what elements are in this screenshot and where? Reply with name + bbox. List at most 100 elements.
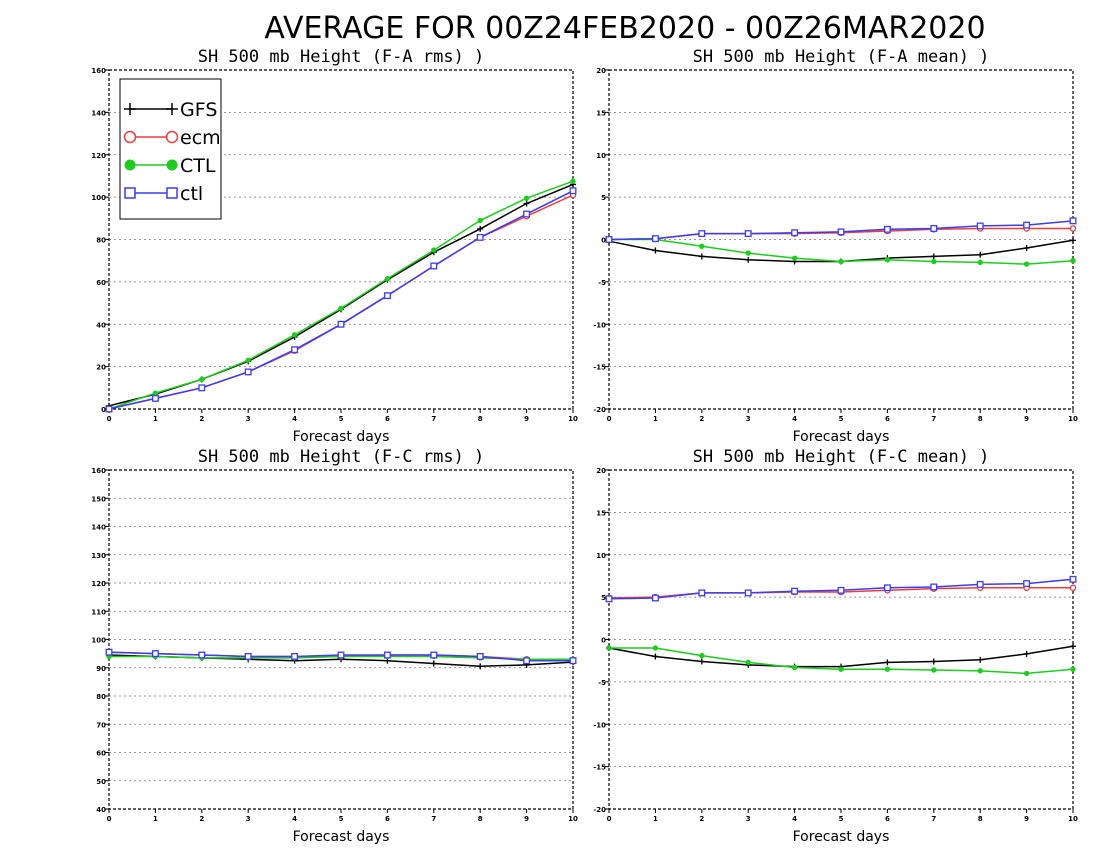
y-tick-label: 130 [91, 552, 106, 560]
y-tick-label: 70 [96, 721, 106, 729]
data-point [698, 253, 705, 260]
panel-title: SH 500 mb Height (F-C mean) ) [693, 447, 990, 467]
y-tick-label: -15 [593, 364, 606, 372]
x-tick-label: 8 [478, 415, 483, 423]
x-tick-label: 7 [931, 815, 936, 823]
panel-title: SH 500 mb Height (F-A rms) ) [198, 47, 485, 67]
x-tick-label: 6 [385, 815, 390, 823]
x-tick-label: 9 [1024, 815, 1029, 823]
legend-marker [166, 103, 178, 115]
data-point [605, 595, 613, 603]
series-line [108, 194, 574, 410]
x-tick-label: 0 [107, 815, 112, 823]
x-tick-label: 2 [199, 415, 204, 423]
y-tick-label: 40 [96, 806, 106, 814]
x-axis-label: Forecast days [293, 829, 390, 845]
x-tick-label: 4 [292, 815, 297, 823]
x-tick-label: 4 [792, 415, 797, 423]
panel-title: SH 500 mb Height (F-C rms) ) [198, 447, 485, 467]
y-tick-label: 0 [601, 237, 606, 245]
legend: GFS ecm CTL ctl [119, 78, 222, 220]
data-point [837, 586, 845, 594]
data-point [606, 645, 612, 651]
data-point [651, 235, 659, 243]
y-tick-label: 0 [601, 637, 606, 645]
x-tick-label: 9 [524, 815, 529, 823]
x-tick-label: 10 [1068, 815, 1078, 823]
data-point [745, 256, 752, 263]
legend-marker [165, 130, 179, 144]
data-point [570, 178, 576, 184]
data-point [477, 663, 484, 670]
x-tick-label: 1 [653, 815, 658, 823]
legend-marker [124, 187, 136, 199]
data-point [931, 258, 937, 265]
y-tick-label: -5 [598, 679, 606, 687]
panel-title: SH 500 mb Height (F-A mean) ) [693, 47, 990, 67]
data-point [1070, 666, 1076, 672]
x-tick-label: 8 [478, 815, 483, 823]
data-point [245, 357, 251, 363]
data-point [1069, 225, 1077, 232]
chart-panel: 40 50 60 70 80 90 100 110 120 130 140 150 160 0 1 2 3 4 5 6… [91, 447, 578, 845]
y-tick-label: 80 [96, 693, 106, 701]
x-tick-label: 0 [607, 815, 612, 823]
x-tick-label: 7 [431, 815, 436, 823]
data-point [883, 225, 891, 233]
chart-panel: -20 -15 -10 -5 0 5 10 15 20 0 1 2 3 4 5 6 7 8 9 10 SH 500 mb… [593, 447, 1078, 845]
data-point [791, 229, 799, 237]
data-point [477, 225, 484, 232]
series-ctl-3 [605, 217, 1077, 243]
data-point [430, 651, 438, 659]
data-point [977, 656, 984, 663]
y-tick-label: 120 [91, 580, 106, 588]
data-point [291, 346, 299, 354]
data-point [977, 251, 984, 258]
data-point [1069, 575, 1077, 583]
x-tick-label: 6 [385, 415, 390, 423]
legend-marker [166, 187, 178, 199]
data-point [105, 648, 113, 656]
data-point [652, 645, 659, 651]
data-point [1023, 580, 1031, 588]
data-point [430, 262, 438, 270]
x-tick-label: 2 [699, 415, 704, 423]
legend-marker [166, 159, 178, 171]
data-point [198, 651, 206, 659]
y-tick-label: 90 [96, 665, 106, 673]
data-point [338, 305, 344, 312]
x-tick-label: 2 [699, 815, 704, 823]
chart-panel: 0 20 40 60 80 100 120 140 160 0 1 2 3 4 5 6 7 8 9 10 SH 500 … [91, 47, 578, 445]
data-point [383, 292, 391, 300]
x-tick-label: 3 [246, 415, 251, 423]
series-ctl-3 [105, 648, 577, 665]
y-tick-label: 100 [91, 637, 106, 645]
data-point [976, 222, 984, 230]
y-tick-label: -10 [593, 721, 606, 729]
data-point [605, 236, 613, 243]
x-tick-label: 1 [153, 815, 158, 823]
data-point [337, 320, 345, 328]
x-tick-label: 6 [885, 815, 890, 823]
data-point [152, 390, 159, 396]
data-point [1023, 244, 1030, 251]
data-point [744, 230, 752, 238]
data-point [1070, 257, 1076, 264]
x-tick-label: 3 [246, 815, 251, 823]
x-tick-label: 4 [292, 415, 297, 423]
data-point [1069, 584, 1077, 592]
y-tick-label: 10 [596, 152, 606, 160]
data-point [883, 584, 891, 592]
data-point [523, 210, 531, 218]
x-tick-label: 3 [746, 415, 751, 423]
legend-label: ecm [180, 127, 221, 149]
data-point [430, 660, 437, 667]
x-tick-label: 7 [931, 415, 936, 423]
legend-label: ctl [180, 183, 203, 205]
y-tick-label: -10 [593, 321, 606, 329]
y-tick-label: 140 [91, 524, 106, 532]
y-tick-label: 160 [91, 67, 106, 75]
data-point [1023, 670, 1030, 677]
chart-panel: -20 -15 -10 -5 0 5 10 15 20 0 1 2 3 4 5 6 7 8 9 10 SH 500 mb… [593, 47, 1078, 445]
y-tick-label: 15 [596, 109, 606, 117]
